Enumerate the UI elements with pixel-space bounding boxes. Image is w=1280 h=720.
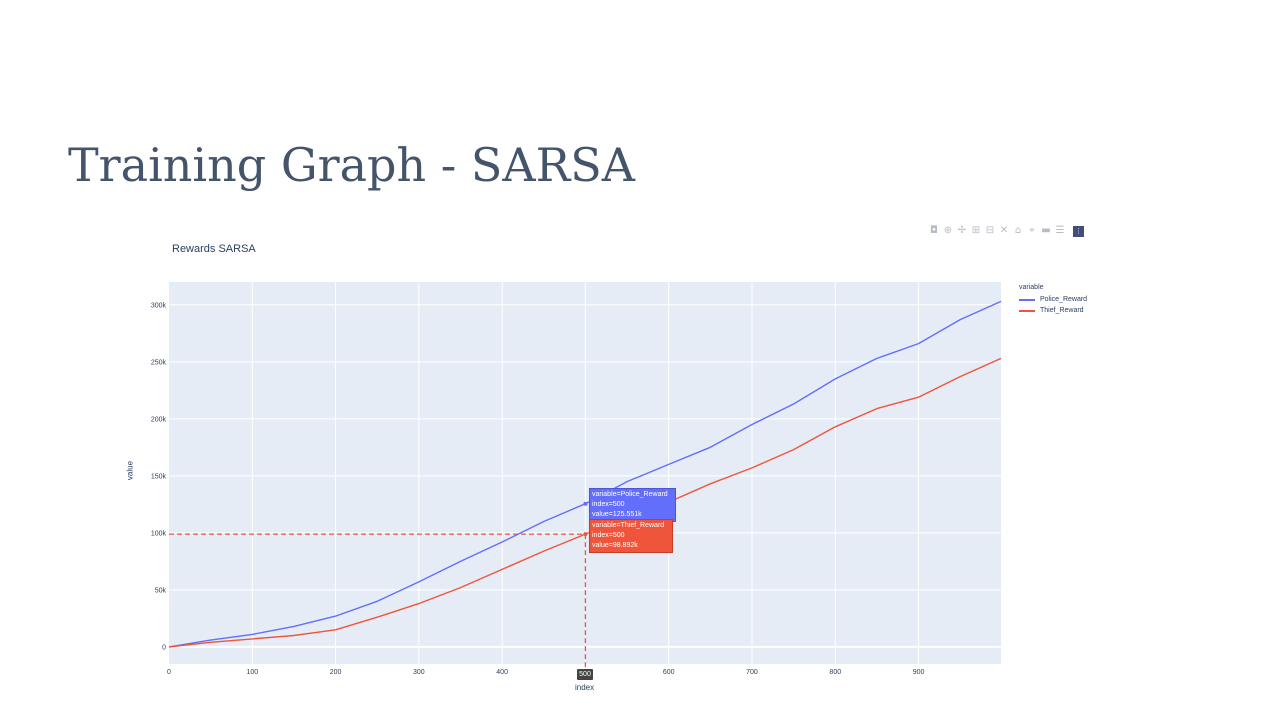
legend-label-police: Police_Reward [1040, 296, 1088, 303]
zoom-out-icon[interactable]: ⊟ [985, 225, 995, 236]
slide-title: Training Graph - SARSA [68, 138, 635, 192]
tooltip-thief-index: index=500 [592, 532, 625, 539]
reset-axes-icon[interactable]: ⌂ [1014, 225, 1022, 236]
legend-item-thief[interactable]: Thief_Reward [1019, 305, 1087, 316]
autoscale-icon[interactable]: ✕ [999, 225, 1009, 236]
x-tick-label: 700 [746, 669, 758, 676]
spike-lines-icon[interactable]: ⌖ [1029, 225, 1035, 236]
hover-point-police [583, 501, 588, 506]
x-tick-label: 100 [246, 669, 258, 676]
hover-tooltip-thief: variable=Thief_Reward index=500 value=98… [589, 519, 673, 553]
hover-closest-icon[interactable]: ▬ [1041, 225, 1051, 236]
y-tick-label: 200k [151, 416, 167, 423]
legend: variable Police_Reward Thief_Reward [1019, 284, 1087, 316]
x-tick-label: 300 [413, 669, 425, 676]
tooltip-police-index: index=500 [592, 501, 625, 508]
x-tick-label: 0 [167, 669, 171, 676]
chart-title: Rewards SARSA [172, 243, 256, 255]
y-axis-title: value [125, 460, 135, 481]
legend-label-thief: Thief_Reward [1040, 307, 1084, 314]
plotly-logo-icon[interactable]: ⋮ [1073, 225, 1084, 237]
legend-swatch-police [1019, 298, 1035, 301]
x-tick-label: 600 [663, 669, 675, 676]
pan-icon[interactable]: ✢ [957, 225, 967, 236]
y-tick-label: 300k [151, 302, 167, 309]
y-tick-label: 50k [155, 587, 167, 594]
legend-swatch-thief [1019, 309, 1035, 312]
y-tick-label: 250k [151, 359, 167, 366]
y-tick-label: 0 [162, 644, 166, 651]
y-tick-label: 150k [151, 473, 167, 480]
camera-icon[interactable]: ◘ [930, 225, 938, 236]
hover-point-thief [583, 532, 588, 537]
zoom-icon[interactable]: ⊕ [943, 225, 953, 236]
x-hover-label: 500 [577, 669, 593, 680]
x-tick-label: 200 [330, 669, 342, 676]
tooltip-police-variable: variable=Police_Reward [592, 491, 668, 498]
y-tick-label: 100k [151, 530, 167, 537]
x-tick-label: 900 [913, 669, 925, 676]
tooltip-police-value: value=125.551k [592, 511, 642, 518]
chart-modebar: ◘ ⊕ ✢ ⊞ ⊟ ✕ ⌂ ⌖ ▬ ☰ ⋮ [929, 224, 1084, 238]
x-tick-label: 800 [829, 669, 841, 676]
tooltip-thief-variable: variable=Thief_Reward [592, 522, 665, 529]
tooltip-thief-value: value=98.892k [592, 542, 638, 549]
zoom-in-icon[interactable]: ⊞ [971, 225, 981, 236]
legend-title: variable [1019, 284, 1044, 291]
x-axis-title: index [575, 683, 595, 692]
legend-item-police[interactable]: Police_Reward [1019, 294, 1087, 305]
x-tick-label: 400 [496, 669, 508, 676]
hover-compare-icon[interactable]: ☰ [1055, 225, 1065, 236]
hover-tooltip-police: variable=Police_Reward index=500 value=1… [589, 488, 676, 522]
